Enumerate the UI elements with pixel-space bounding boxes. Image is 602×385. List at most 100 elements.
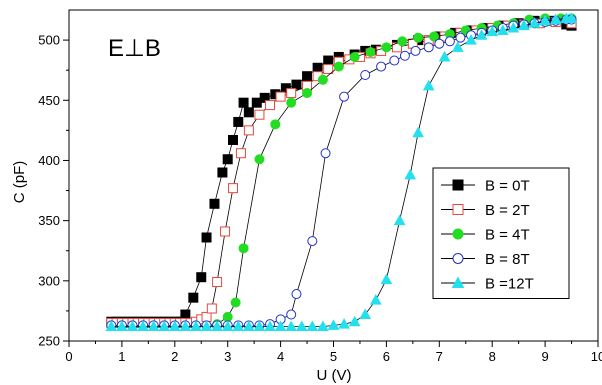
legend-marker (451, 276, 465, 288)
data-point (339, 91, 350, 102)
data-point (137, 320, 149, 332)
data-point (211, 320, 223, 332)
data-point (518, 19, 530, 31)
x-axis-title: U (V) (317, 367, 352, 384)
data-point (126, 320, 139, 332)
data-point (327, 319, 340, 330)
data-point (507, 22, 520, 33)
data-point (549, 13, 562, 25)
data-point (413, 32, 424, 43)
data-point (438, 50, 451, 62)
data-point (412, 126, 424, 138)
data-point (147, 320, 160, 332)
data-point (338, 318, 350, 329)
data-point (455, 32, 466, 43)
legend: B = 0T B = 2T B = 4T B = 8T B =12T (432, 167, 570, 299)
data-point (274, 320, 287, 332)
data-point (475, 29, 488, 40)
legend-label: B = 2T (485, 202, 530, 219)
data-point (243, 320, 255, 332)
data-point (275, 91, 286, 102)
data-point (230, 297, 241, 308)
x-tick-label: 2 (171, 349, 178, 364)
data-point (238, 243, 249, 254)
legend-entry: B = 2T (441, 202, 530, 219)
data-point (410, 45, 421, 56)
data-point (389, 55, 400, 66)
data-point (201, 232, 212, 243)
legend-marker (452, 204, 464, 215)
y-tick-label: 350 (38, 213, 60, 228)
data-point (264, 320, 276, 332)
legend-label: B = 8T (485, 251, 530, 268)
data-point (465, 34, 477, 45)
legend-entry: B = 8T (441, 251, 530, 268)
y-axis-title: C (pF) (11, 161, 28, 204)
data-point (302, 71, 313, 82)
data-point (320, 148, 331, 159)
x-tick-label: 10 (591, 349, 602, 364)
x-tick-label: 0 (65, 349, 72, 364)
data-point (235, 148, 246, 159)
legend-label: B =12T (485, 276, 534, 293)
data-point (286, 88, 297, 99)
y-tick-label: 300 (38, 273, 60, 288)
data-point (391, 42, 402, 53)
data-point (380, 273, 393, 285)
data-point (434, 38, 445, 49)
legend-entry: B =12T (441, 276, 534, 293)
legend-entry: B = 4T (441, 227, 530, 244)
data-point (200, 320, 213, 332)
data-point (348, 315, 361, 327)
data-point (254, 154, 265, 165)
data-point (317, 320, 329, 332)
y-tick-label: 400 (38, 153, 60, 168)
y-tick-label: 250 (38, 334, 60, 349)
data-point (168, 320, 181, 332)
data-point (221, 320, 234, 332)
x-tick-label: 4 (277, 349, 284, 364)
data-point (238, 97, 249, 108)
data-point (265, 100, 276, 111)
data-point (254, 109, 265, 120)
data-point (444, 36, 455, 47)
data-point (429, 31, 440, 42)
data-point (206, 303, 217, 314)
data-point (227, 134, 238, 145)
legend-marker (452, 253, 464, 264)
y-tick-label: 500 (38, 33, 60, 48)
data-point (399, 50, 410, 61)
data-point (180, 309, 191, 320)
x-tick-label: 9 (541, 349, 548, 364)
data-point (565, 12, 578, 23)
data-point (393, 214, 406, 226)
y-tick-label: 450 (38, 93, 60, 108)
data-point (312, 62, 323, 73)
data-point (220, 226, 231, 237)
data-point (259, 92, 270, 103)
data-point (323, 63, 334, 74)
data-point (365, 47, 376, 58)
x-tick-label: 8 (489, 349, 496, 364)
data-point (243, 125, 254, 136)
data-point (209, 198, 220, 209)
data-point (451, 41, 464, 52)
y-axis-ticks: 250 300 350 400 450 500 (38, 33, 69, 349)
data-point (227, 183, 238, 194)
legend-label: B = 0T (485, 178, 530, 195)
data-point (397, 36, 408, 47)
data-point (188, 292, 199, 303)
data-point (306, 320, 319, 332)
data-point (333, 61, 344, 72)
data-point (539, 14, 551, 26)
data-point (404, 168, 417, 180)
data-point (285, 320, 298, 332)
data-point (233, 116, 244, 127)
data-point (222, 154, 233, 165)
data-point (158, 320, 171, 332)
x-tick-label: 5 (330, 349, 337, 364)
data-point (423, 42, 434, 53)
data-point (201, 311, 212, 322)
data-point (179, 320, 192, 332)
series-4 (105, 12, 578, 332)
